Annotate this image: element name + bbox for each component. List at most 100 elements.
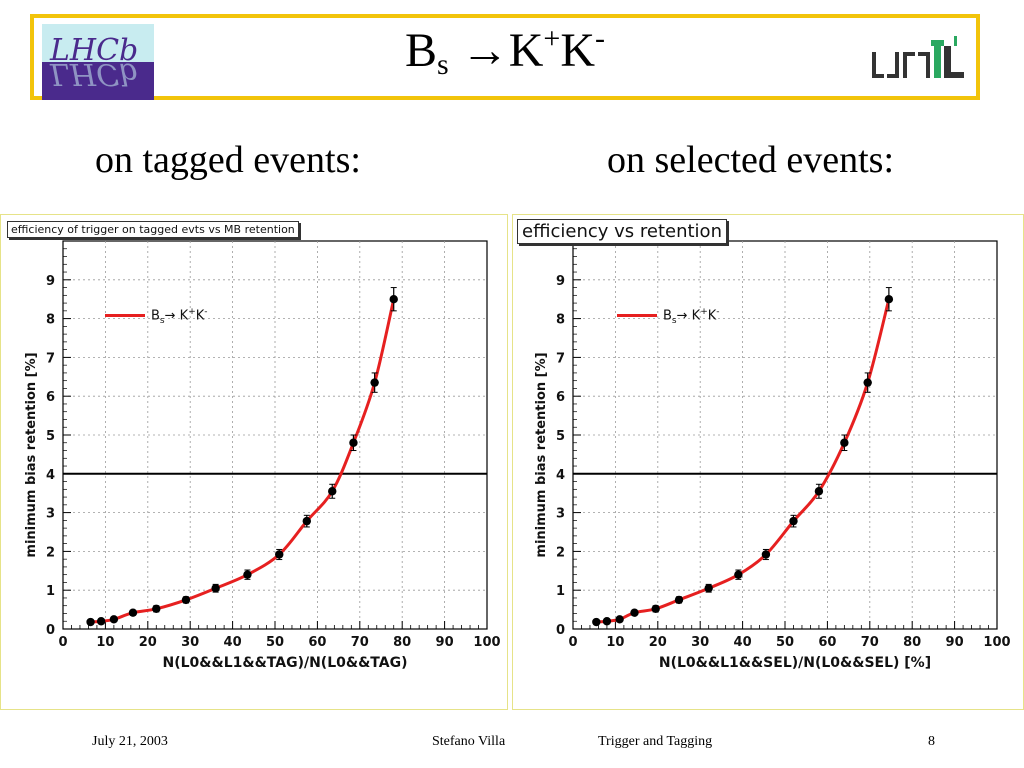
legend-text: -	[204, 307, 208, 317]
x-tick-label: 30	[181, 635, 199, 650]
y-tick-label: 4	[556, 468, 565, 483]
footer-talk-title: Trigger and Tagging	[598, 734, 713, 749]
x-tick-label: 80	[393, 635, 411, 650]
y-tick-label: 4	[46, 468, 55, 483]
y-tick-label: 8	[556, 313, 565, 328]
title-part: K	[560, 24, 595, 77]
footer-date: July 21, 2003	[92, 734, 168, 749]
chart-title: efficiency of trigger on tagged evts vs …	[7, 221, 299, 238]
title-sub: s	[437, 48, 449, 81]
y-axis-label: minimum bias retention [%]	[24, 352, 39, 557]
chart-title: efficiency vs retention	[517, 219, 727, 244]
x-tick-label: 0	[58, 635, 67, 650]
y-tick-label: 1	[46, 584, 55, 599]
x-tick-label: 40	[224, 635, 242, 650]
lhcb-logo-text: LHCb	[49, 33, 138, 68]
legend-text: K	[195, 308, 205, 324]
y-tick-label: 6	[46, 390, 55, 405]
title-banner: LHCb LHCb Bs →K+K-	[30, 14, 980, 100]
data-point	[630, 608, 639, 617]
x-tick-label: 20	[139, 635, 157, 650]
y-tick-label: 8	[46, 313, 55, 328]
data-point	[651, 604, 660, 614]
lhcb-logo: LHCb LHCb	[42, 24, 154, 100]
x-tick-label: 80	[903, 635, 921, 650]
legend-text: -	[716, 307, 720, 317]
chart-selected: 0 10 20 30 40 50 60 70 80 90 100 0 1 2 3 4 5 6 7 8 9 N(L0&&L1…	[534, 240, 1011, 671]
slide-title: Bs →K+K-	[34, 22, 976, 82]
x-tick-label: 30	[691, 635, 709, 650]
title-part: →K	[448, 24, 544, 77]
x-tick-label: 50	[266, 635, 284, 650]
x-tick-label: 100	[983, 635, 1010, 650]
data-point	[789, 516, 798, 526]
data-point	[602, 617, 612, 626]
data-point	[328, 487, 337, 496]
x-axis-label: N(L0&&L1&&SEL)/N(L0&&SEL) [%]	[659, 655, 931, 671]
legend-text: → K	[164, 308, 189, 324]
y-tick-label: 3	[556, 507, 565, 522]
data-point	[884, 295, 894, 304]
y-tick-label: 5	[556, 429, 565, 444]
data-point	[863, 378, 872, 387]
subhead-selected: on selected events:	[607, 139, 895, 181]
data-point	[389, 295, 398, 304]
x-tick-label: 10	[96, 635, 114, 650]
y-tick-label: 1	[556, 584, 565, 599]
data-point	[243, 570, 252, 579]
x-tick-label: 40	[734, 635, 752, 650]
data-point	[349, 438, 358, 447]
data-point	[615, 615, 624, 624]
legend-text: s	[671, 315, 677, 326]
data-point	[275, 550, 284, 559]
x-tick-label: 90	[946, 635, 964, 650]
data-point	[128, 608, 138, 617]
data-point	[211, 584, 220, 593]
legend-text: +	[188, 307, 196, 317]
data-point	[86, 617, 95, 627]
y-tick-label: 7	[556, 351, 565, 366]
x-tick-label: 10	[606, 635, 624, 650]
y-tick-label: 3	[46, 507, 55, 522]
data-point	[109, 615, 119, 624]
data-point	[181, 595, 191, 605]
y-tick-label: 5	[46, 429, 55, 444]
title-sup: -	[594, 22, 605, 55]
legend-text: B	[663, 308, 672, 324]
data-point	[96, 617, 106, 626]
data-point	[761, 550, 771, 559]
legend-swatch	[105, 314, 145, 318]
footer-author: Stefano Villa	[432, 734, 506, 749]
y-tick-label: 2	[556, 545, 565, 560]
y-tick-label: 6	[556, 390, 565, 405]
legend-text: → K	[676, 308, 701, 324]
unil-logo	[872, 36, 964, 78]
legend-swatch	[617, 314, 657, 318]
x-tick-label: 20	[649, 635, 667, 650]
x-tick-label: 50	[776, 635, 794, 650]
data-point	[840, 438, 849, 447]
x-tick-label: 70	[351, 635, 369, 650]
y-tick-label: 9	[46, 274, 55, 289]
data-point	[592, 617, 601, 627]
y-tick-label: 9	[556, 274, 565, 289]
chart-tagged: 0 10 20 30 40 50 60 70 80 90 100 0 1 2 3 4 5 6 7 8 9 N(L0&&L1…	[24, 240, 501, 671]
chart-panel-tagged: 0 10 20 30 40 50 60 70 80 90 100 0 1 2 3 4 5 6 7 8 9 N(L0&&L1…	[0, 214, 508, 710]
x-tick-label: 90	[436, 635, 454, 650]
chart-legend: Bs→ K+K-	[105, 307, 208, 326]
data-point	[814, 487, 824, 496]
x-tick-label: 60	[818, 635, 836, 650]
y-tick-label: 0	[46, 623, 55, 638]
legend-text: s	[159, 315, 165, 326]
data-point	[370, 378, 379, 387]
y-tick-label: 2	[46, 545, 55, 560]
data-point	[152, 604, 161, 614]
footer-page-number: 8	[928, 734, 935, 749]
lhcb-logo-reflection: LHCb	[49, 56, 138, 91]
y-axis-label: minimum bias retention [%]	[534, 352, 549, 557]
chart-legend: Bs→ K+K-	[617, 307, 720, 326]
data-point	[674, 595, 684, 605]
x-axis-label: N(L0&&L1&&TAG)/N(L0&&TAG)	[163, 655, 408, 671]
y-tick-label: 7	[46, 351, 55, 366]
subhead-tagged: on tagged events:	[95, 139, 361, 181]
